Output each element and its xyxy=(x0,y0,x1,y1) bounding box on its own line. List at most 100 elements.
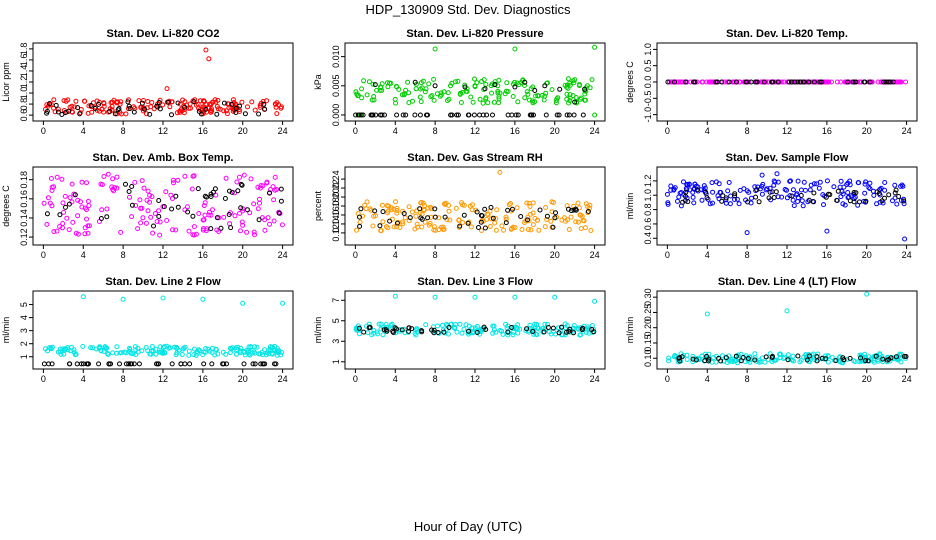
data-point xyxy=(182,104,188,110)
data-point xyxy=(834,79,840,85)
data-point xyxy=(784,308,790,314)
data-point xyxy=(55,106,61,112)
data-point xyxy=(223,108,229,114)
data-point xyxy=(66,108,72,114)
data-point xyxy=(482,206,488,212)
data-point xyxy=(51,97,57,103)
data-point xyxy=(903,79,909,85)
data-point xyxy=(752,357,758,363)
data-point xyxy=(533,322,539,328)
data-point xyxy=(681,179,686,185)
data-point xyxy=(359,95,365,101)
data-point xyxy=(518,214,524,219)
data-point xyxy=(536,227,542,233)
data-point xyxy=(114,174,120,180)
data-point xyxy=(214,104,220,109)
data-point xyxy=(745,199,751,205)
data-point xyxy=(125,99,131,105)
y-tick-label: 5 xyxy=(19,302,29,307)
data-point xyxy=(399,92,405,98)
data-point xyxy=(798,187,804,193)
data-point xyxy=(792,79,798,85)
data-point xyxy=(193,102,199,108)
y-tick-label: 7 xyxy=(331,298,341,303)
data-point xyxy=(559,217,565,223)
data-point xyxy=(397,225,403,230)
data-point xyxy=(419,328,425,334)
data-point xyxy=(680,199,686,205)
data-point xyxy=(704,195,710,201)
data-point xyxy=(446,325,452,330)
x-tick-label: 16 xyxy=(510,374,520,384)
data-point xyxy=(271,197,277,203)
x-tick-label: 4 xyxy=(81,374,86,384)
data-point xyxy=(173,193,179,199)
x-tick-label: 20 xyxy=(550,126,560,136)
data-point xyxy=(154,103,160,109)
data-point xyxy=(57,349,63,355)
data-point xyxy=(494,207,500,213)
data-point xyxy=(774,171,780,177)
data-point xyxy=(851,358,857,364)
data-point xyxy=(169,112,174,118)
data-point xyxy=(429,93,435,99)
data-point xyxy=(454,112,460,118)
y-tick-label: 1.0 xyxy=(643,43,653,56)
data-point xyxy=(432,83,438,89)
data-point xyxy=(811,199,817,205)
data-point xyxy=(392,293,398,299)
y-axis-label: ml/min xyxy=(1,317,11,344)
data-point xyxy=(235,188,241,194)
data-point xyxy=(212,97,218,103)
data-point xyxy=(237,103,242,109)
data-point xyxy=(210,207,215,213)
data-point xyxy=(196,211,202,216)
data-point xyxy=(208,226,214,232)
data-point xyxy=(261,101,267,107)
data-point xyxy=(157,344,163,350)
data-point xyxy=(799,198,805,204)
data-point xyxy=(451,325,457,331)
data-point xyxy=(388,80,394,86)
data-point xyxy=(571,323,577,328)
data-point xyxy=(255,184,261,190)
y-tick-label: 0.30 xyxy=(643,288,653,306)
data-point xyxy=(114,344,120,350)
data-point xyxy=(388,205,394,211)
x-tick-label: 0 xyxy=(353,126,358,136)
data-point xyxy=(80,344,86,349)
data-point xyxy=(577,332,583,338)
data-point xyxy=(440,227,446,232)
data-point xyxy=(484,216,490,222)
data-point xyxy=(201,217,207,223)
data-point xyxy=(103,346,109,352)
y-axis-label: ml/min xyxy=(625,317,635,344)
series-1 xyxy=(43,47,284,117)
data-point xyxy=(414,221,420,227)
data-point xyxy=(182,344,188,350)
data-point xyxy=(483,327,489,332)
data-point xyxy=(519,227,525,232)
data-point xyxy=(863,179,869,185)
x-tick-label: 12 xyxy=(158,126,168,136)
data-point xyxy=(238,228,243,234)
data-point xyxy=(505,89,511,94)
data-point xyxy=(255,206,261,212)
y-tick-label: -1.0 xyxy=(643,107,653,123)
x-tick-label: 8 xyxy=(121,250,126,260)
data-point xyxy=(126,361,132,367)
data-point xyxy=(798,193,804,198)
data-point xyxy=(179,352,185,357)
data-point xyxy=(704,353,710,359)
data-point xyxy=(233,105,239,111)
data-point xyxy=(191,99,197,105)
y-tick-label: 3 xyxy=(331,339,341,344)
x-tick-label: 16 xyxy=(198,374,208,384)
data-point xyxy=(160,102,166,108)
panel-3: Stan. Dev. Li-820 Temp. degrees C 0 4 8 12 16 2… xyxy=(625,28,918,136)
data-point xyxy=(752,351,758,357)
data-point xyxy=(837,184,843,190)
x-tick-label: 24 xyxy=(590,374,600,384)
x-tick-label: 24 xyxy=(902,374,912,384)
x-tick-label: 0 xyxy=(41,126,46,136)
